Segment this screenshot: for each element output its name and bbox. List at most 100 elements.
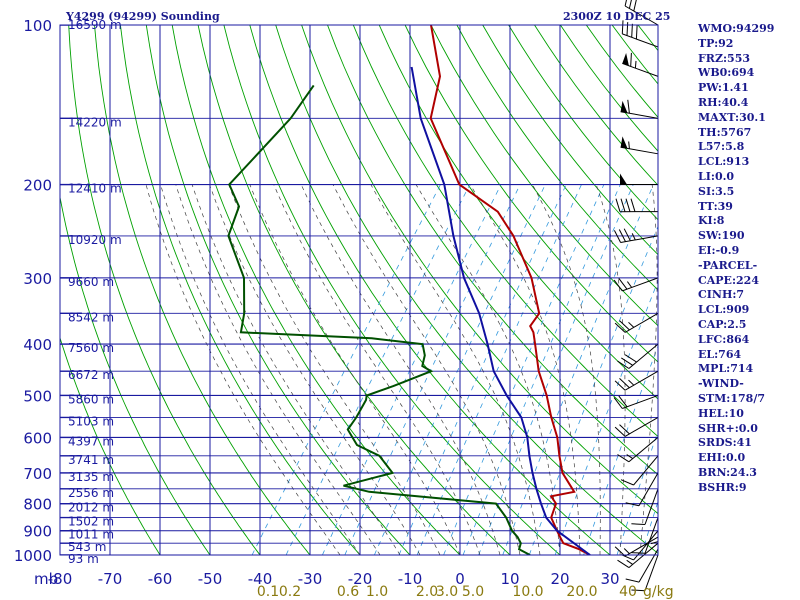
- index-item: LFC:864: [698, 332, 750, 346]
- barb-flag: [620, 198, 626, 212]
- barb-flag: [617, 360, 630, 369]
- mixing-ratio-tick-label: 3.0: [436, 584, 458, 600]
- index-item: EL:764: [698, 347, 742, 361]
- temperature-tick-label: -80: [48, 570, 73, 588]
- pressure-tick-label: 400: [23, 336, 52, 354]
- index-item: EHI:0.0: [698, 451, 746, 465]
- index-item: SI:3.5: [698, 184, 735, 198]
- parcel-profile: [410, 66, 591, 555]
- index-item: SW:190: [698, 229, 745, 243]
- mixing-ratio-line: [502, 184, 654, 555]
- mixing-ratio-line: [322, 184, 502, 555]
- moist-adiabat: [595, 184, 626, 555]
- barb-flag: [613, 397, 623, 409]
- mixing-ratio-tick-label: 40: [619, 584, 637, 600]
- index-item: LI:0.0: [698, 169, 735, 183]
- pressure-tick-label: 600: [23, 429, 52, 447]
- barb-pennant: [620, 100, 628, 113]
- barb-half-flag: [631, 233, 636, 241]
- barb-flag: [614, 322, 626, 333]
- barb-half-flag: [626, 281, 633, 288]
- barb-flag: [613, 230, 622, 243]
- pressure-tick-label: 300: [23, 270, 52, 288]
- barb-flag: [618, 395, 628, 408]
- index-item: WB0:694: [698, 66, 755, 80]
- barb-half-flag: [628, 321, 635, 328]
- barb-staff: [624, 416, 659, 437]
- dry-adiabat: [145, 25, 411, 555]
- moist-adiabat: [660, 185, 698, 556]
- index-item: PW:1.41: [698, 81, 749, 95]
- mixing-ratio-line: [554, 280, 658, 555]
- height-label: 9660 m: [68, 275, 114, 289]
- wind-barb: [614, 416, 659, 437]
- moist-adiabat: [469, 184, 581, 555]
- dry-adiabat: [378, 25, 658, 400]
- wind-barb: [619, 173, 659, 186]
- temperature-tick-label: 0: [455, 570, 465, 588]
- wind-barb: [625, 472, 659, 507]
- height-label: 7560 m: [68, 341, 114, 355]
- height-label: 2556 m: [68, 486, 114, 500]
- moist-adiabat: [209, 184, 421, 555]
- index-item: BRN:24.3: [698, 465, 757, 479]
- moist-adiabat: [191, 184, 401, 555]
- temperature-tick-label: -10: [398, 570, 423, 588]
- index-item: CAP:2.5: [698, 317, 747, 331]
- wind-barb: [622, 52, 659, 77]
- barb-half-flag: [626, 559, 633, 565]
- barb-flag: [630, 198, 636, 212]
- index-item: WMO:94299: [698, 22, 775, 35]
- mixing-ratio-tick-label: 0.2: [279, 584, 301, 600]
- dry-adiabat: [275, 25, 658, 554]
- mixing-ratio-tick-label: 5.0: [462, 584, 484, 600]
- index-item: SRDS:41: [698, 436, 752, 450]
- barb-staff: [624, 536, 659, 557]
- mixing-ratio-tick-label: 10.0: [512, 584, 543, 600]
- barb-staff: [628, 437, 659, 463]
- barb-staff: [624, 312, 659, 333]
- pressure-tick-label: 900: [23, 523, 52, 541]
- dry-adiabat: [197, 25, 511, 555]
- barb-flag: [619, 378, 630, 389]
- wind-barb: [614, 312, 659, 333]
- index-item: LCL:913: [698, 155, 750, 169]
- barb-flag: [625, 198, 631, 212]
- barb-flag: [619, 320, 630, 331]
- barb-flag: [618, 277, 628, 290]
- index-item: CINH:7: [698, 288, 745, 302]
- valid-time: 2300Z 10 DEC 25: [563, 10, 670, 23]
- barb-flag: [633, 0, 637, 12]
- index-item: KI:8: [698, 214, 725, 228]
- barb-flag: [631, 589, 646, 592]
- barb-flag: [617, 454, 630, 463]
- barb-flag: [619, 424, 630, 435]
- barb-flag: [623, 228, 631, 242]
- barb-flag: [621, 357, 633, 366]
- barb-staff: [620, 146, 659, 155]
- wind-barb: [613, 277, 659, 292]
- station-title: Y4299 (94299) Sounding: [65, 10, 220, 23]
- index-item: LCL:909: [698, 303, 750, 317]
- height-label: 1011 m: [68, 528, 114, 542]
- barb-staff: [644, 517, 659, 554]
- pressure-tick-label: 500: [23, 387, 52, 405]
- barb-half-flag: [623, 548, 630, 554]
- wind-barb: [621, 20, 659, 48]
- barb-staff: [638, 472, 659, 507]
- barb-staff: [644, 554, 659, 591]
- dewpoint-profile: [227, 84, 531, 555]
- data-layer: [227, 25, 591, 555]
- barb-flag: [617, 559, 630, 569]
- height-label: 16590 m: [68, 18, 122, 32]
- moist-adiabat: [145, 184, 341, 555]
- index-item: SHR+:0.0: [698, 421, 758, 435]
- barb-staff: [622, 33, 659, 48]
- mixing-ratio-line: [478, 184, 634, 555]
- temperature-tick-label: -70: [98, 570, 123, 588]
- index-item: MAXT:30.1: [698, 110, 766, 124]
- index-item: STM:178/7: [698, 391, 765, 405]
- barb-flag: [635, 25, 638, 40]
- height-label: 5103 m: [68, 414, 114, 428]
- height-label: 4397 m: [68, 434, 114, 448]
